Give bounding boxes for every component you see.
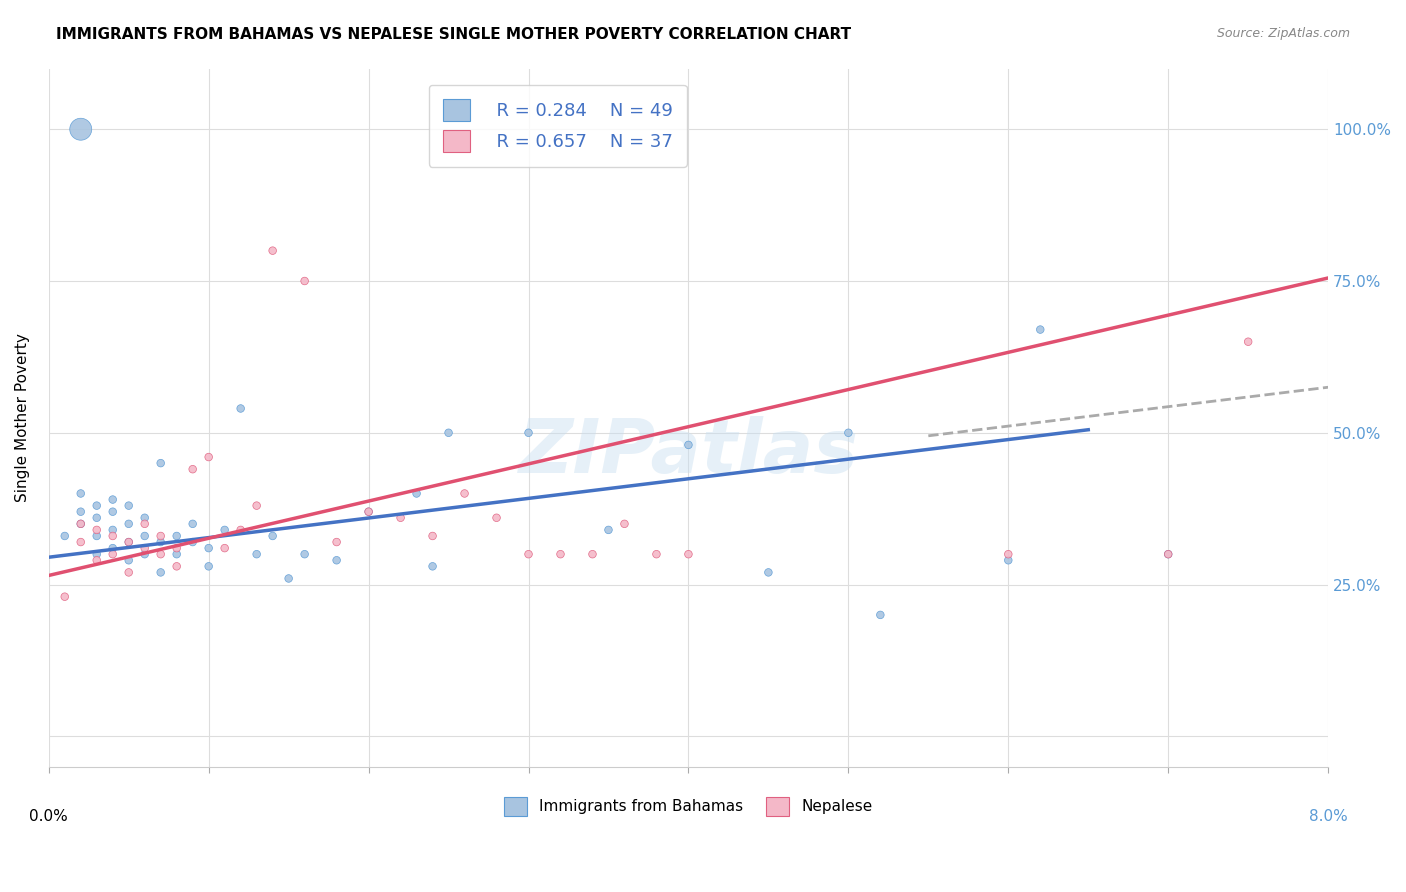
- Point: [69, 486, 91, 500]
- Point: [134, 516, 156, 531]
- Point: [101, 547, 124, 561]
- Point: [134, 547, 156, 561]
- Y-axis label: Single Mother Poverty: Single Mother Poverty: [15, 333, 30, 502]
- Point: [101, 529, 124, 543]
- Point: [166, 547, 188, 561]
- Point: [357, 505, 380, 519]
- Point: [53, 590, 76, 604]
- Point: [118, 499, 141, 513]
- Point: [389, 510, 412, 524]
- Point: [422, 559, 444, 574]
- Point: [246, 499, 269, 513]
- Point: [678, 547, 700, 561]
- Point: [69, 516, 91, 531]
- Point: [214, 523, 236, 537]
- Point: [357, 505, 380, 519]
- Point: [69, 535, 91, 549]
- Point: [613, 516, 636, 531]
- Point: [149, 566, 172, 580]
- Point: [118, 535, 141, 549]
- Point: [997, 553, 1019, 567]
- Point: [118, 553, 141, 567]
- Point: [181, 516, 204, 531]
- Point: [86, 499, 108, 513]
- Point: [134, 529, 156, 543]
- Point: [678, 438, 700, 452]
- Point: [277, 572, 299, 586]
- Point: [86, 523, 108, 537]
- Point: [246, 547, 269, 561]
- Point: [997, 547, 1019, 561]
- Point: [758, 566, 780, 580]
- Point: [405, 486, 427, 500]
- Point: [214, 541, 236, 555]
- Point: [1237, 334, 1260, 349]
- Point: [197, 559, 219, 574]
- Text: Source: ZipAtlas.com: Source: ZipAtlas.com: [1216, 27, 1350, 40]
- Point: [294, 274, 316, 288]
- Point: [598, 523, 620, 537]
- Point: [118, 535, 141, 549]
- Point: [517, 425, 540, 440]
- Point: [101, 523, 124, 537]
- Point: [453, 486, 475, 500]
- Point: [325, 535, 347, 549]
- Text: ZIPatlas: ZIPatlas: [519, 416, 859, 489]
- Point: [422, 529, 444, 543]
- Point: [229, 401, 252, 416]
- Point: [101, 505, 124, 519]
- Point: [262, 529, 284, 543]
- Point: [149, 535, 172, 549]
- Point: [869, 607, 891, 622]
- Point: [517, 547, 540, 561]
- Point: [134, 510, 156, 524]
- Text: 8.0%: 8.0%: [1309, 809, 1347, 824]
- Point: [101, 541, 124, 555]
- Point: [181, 535, 204, 549]
- Point: [325, 553, 347, 567]
- Point: [181, 462, 204, 476]
- Point: [294, 547, 316, 561]
- Point: [550, 547, 572, 561]
- Point: [1157, 547, 1180, 561]
- Point: [86, 510, 108, 524]
- Point: [1029, 322, 1052, 336]
- Text: IMMIGRANTS FROM BAHAMAS VS NEPALESE SINGLE MOTHER POVERTY CORRELATION CHART: IMMIGRANTS FROM BAHAMAS VS NEPALESE SING…: [56, 27, 852, 42]
- Point: [149, 456, 172, 470]
- Point: [166, 559, 188, 574]
- Point: [69, 505, 91, 519]
- Point: [86, 547, 108, 561]
- Point: [86, 529, 108, 543]
- Point: [118, 566, 141, 580]
- Legend: Immigrants from Bahamas, Nepalese: Immigrants from Bahamas, Nepalese: [498, 791, 879, 822]
- Point: [86, 553, 108, 567]
- Point: [101, 492, 124, 507]
- Text: 0.0%: 0.0%: [30, 809, 67, 824]
- Point: [437, 425, 460, 440]
- Point: [134, 541, 156, 555]
- Point: [197, 450, 219, 464]
- Point: [229, 523, 252, 537]
- Point: [149, 547, 172, 561]
- Point: [197, 541, 219, 555]
- Point: [166, 541, 188, 555]
- Point: [262, 244, 284, 258]
- Point: [53, 529, 76, 543]
- Point: [1157, 547, 1180, 561]
- Point: [485, 510, 508, 524]
- Point: [166, 529, 188, 543]
- Point: [118, 516, 141, 531]
- Point: [645, 547, 668, 561]
- Point: [69, 122, 91, 136]
- Point: [581, 547, 603, 561]
- Point: [69, 516, 91, 531]
- Point: [149, 529, 172, 543]
- Point: [837, 425, 859, 440]
